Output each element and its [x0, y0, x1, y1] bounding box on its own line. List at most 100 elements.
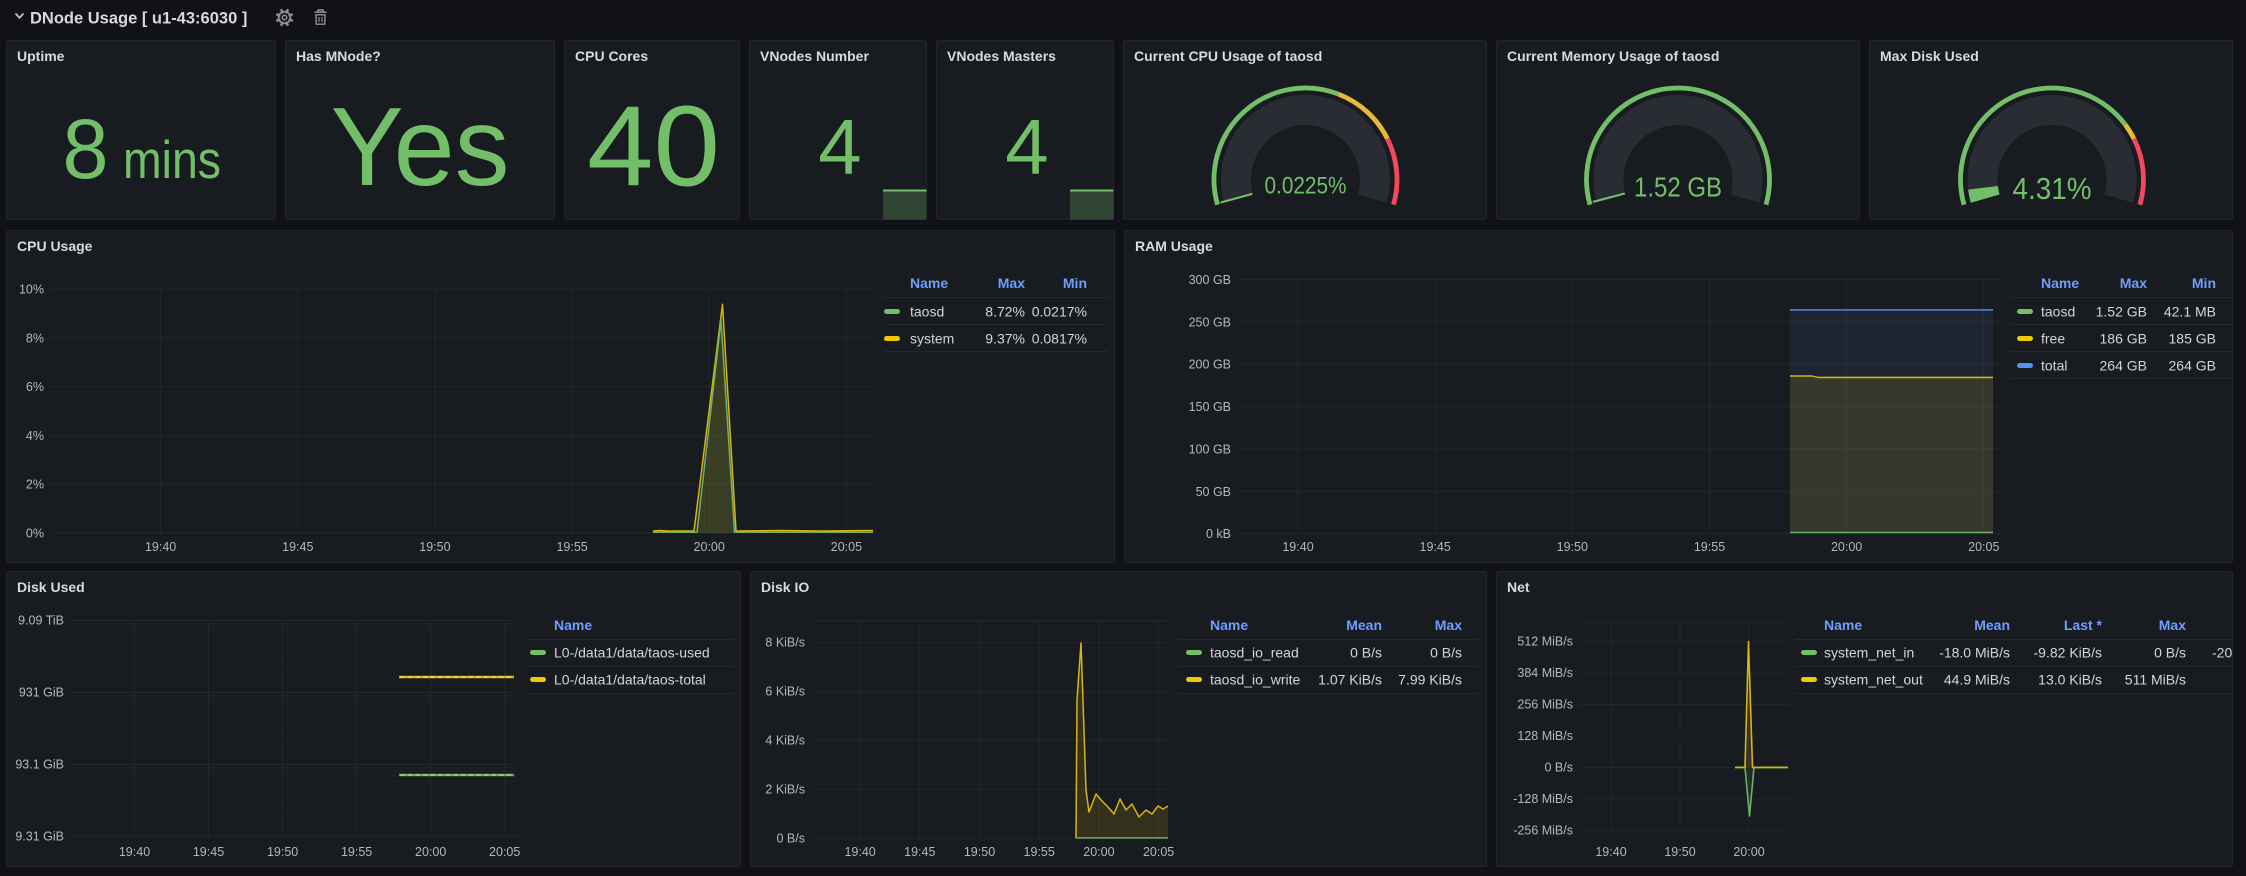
svg-text:100 GB: 100 GB [1189, 442, 1231, 456]
svg-text:4: 4 [818, 103, 861, 191]
svg-text:9.09 TiB: 9.09 TiB [18, 614, 64, 628]
svg-text:system_net_in: system_net_in [1824, 645, 1914, 661]
svg-text:-128 MiB/s: -128 MiB/s [1513, 792, 1573, 806]
svg-text:Max: Max [2120, 275, 2147, 291]
svg-text:0 kB: 0 kB [1206, 527, 1231, 541]
svg-text:taosd: taosd [2041, 304, 2075, 320]
svg-text:264 GB: 264 GB [2100, 358, 2147, 374]
svg-text:128 MiB/s: 128 MiB/s [1517, 729, 1573, 743]
svg-text:0%: 0% [26, 527, 44, 541]
svg-text:50 GB: 50 GB [1196, 485, 1231, 499]
svg-text:20:00: 20:00 [415, 845, 446, 859]
svg-text:Name: Name [910, 275, 948, 291]
svg-text:384 MiB/s: 384 MiB/s [1517, 666, 1573, 680]
svg-text:free: free [2041, 331, 2065, 347]
svg-text:9.37%: 9.37% [985, 331, 1025, 347]
svg-text:system_net_out: system_net_out [1824, 672, 1923, 688]
svg-text:7.99 KiB/s: 7.99 KiB/s [1398, 672, 1462, 688]
svg-text:44.9 MiB/s: 44.9 MiB/s [1944, 672, 2010, 688]
svg-text:Max: Max [998, 275, 1025, 291]
svg-text:19:45: 19:45 [904, 845, 935, 859]
svg-text:19:40: 19:40 [145, 540, 176, 554]
svg-text:0 B/s: 0 B/s [1430, 645, 1462, 661]
svg-text:19:40: 19:40 [119, 845, 150, 859]
svg-text:CPU Cores: CPU Cores [575, 48, 648, 64]
svg-text:RAM Usage: RAM Usage [1135, 238, 1213, 254]
svg-text:0.0217%: 0.0217% [1032, 304, 1087, 320]
svg-text:4 KiB/s: 4 KiB/s [765, 734, 805, 748]
svg-text:20:05: 20:05 [1968, 540, 1999, 554]
svg-text:-256 MiB/s: -256 MiB/s [1513, 823, 1573, 837]
svg-text:150 GB: 150 GB [1189, 400, 1231, 414]
svg-text:system: system [910, 331, 954, 347]
svg-text:Has MNode?: Has MNode? [296, 48, 381, 64]
svg-text:200 GB: 200 GB [1189, 358, 1231, 372]
svg-text:185 GB: 185 GB [2169, 331, 2216, 347]
svg-text:1.07 KiB/s: 1.07 KiB/s [1318, 672, 1382, 688]
svg-text:8: 8 [63, 102, 109, 196]
svg-text:10%: 10% [19, 283, 44, 297]
svg-text:19:55: 19:55 [1694, 540, 1725, 554]
svg-text:19:55: 19:55 [1024, 845, 1055, 859]
svg-text:Min: Min [2192, 275, 2216, 291]
svg-text:DNode Usage [ u1-43:6030 ]: DNode Usage [ u1-43:6030 ] [30, 10, 247, 28]
svg-text:13.0 KiB/s: 13.0 KiB/s [2038, 672, 2102, 688]
svg-text:8%: 8% [26, 331, 44, 345]
svg-text:L0-/data1/data/taos-total: L0-/data1/data/taos-total [554, 672, 706, 688]
svg-text:Yes: Yes [331, 85, 510, 209]
svg-text:0 B/s: 0 B/s [1545, 760, 1574, 774]
svg-text:taosd_io_write: taosd_io_write [1210, 672, 1300, 688]
svg-text:4%: 4% [26, 429, 44, 443]
svg-text:total: total [2041, 358, 2067, 374]
svg-text:511 MiB/s: 511 MiB/s [2125, 672, 2186, 688]
svg-text:20:00: 20:00 [694, 540, 725, 554]
svg-text:Min: Min [1063, 275, 1087, 291]
svg-text:9.31 GiB: 9.31 GiB [15, 830, 64, 844]
svg-text:Last *: Last * [2064, 617, 2103, 633]
svg-text:0.0225%: 0.0225% [1265, 173, 1347, 200]
svg-text:Max: Max [2159, 617, 2186, 633]
svg-text:Mean: Mean [1974, 617, 2010, 633]
svg-text:0 B/s: 0 B/s [777, 831, 806, 845]
svg-text:Name: Name [554, 617, 592, 633]
svg-text:Max: Max [1435, 617, 1462, 633]
svg-text:19:45: 19:45 [1420, 540, 1451, 554]
svg-text:Current CPU Usage of taosd: Current CPU Usage of taosd [1134, 48, 1322, 64]
svg-text:-206 MiB/s: -206 MiB/s [2212, 645, 2246, 661]
svg-text:250 GB: 250 GB [1189, 315, 1231, 329]
svg-text:Uptime: Uptime [17, 48, 65, 64]
svg-text:taosd_io_read: taosd_io_read [1210, 645, 1299, 661]
svg-text:19:50: 19:50 [267, 845, 298, 859]
svg-text:Name: Name [1210, 617, 1248, 633]
svg-text:VNodes Number: VNodes Number [760, 48, 869, 64]
svg-text:19:50: 19:50 [964, 845, 995, 859]
svg-text:19:40: 19:40 [844, 845, 875, 859]
svg-text:20:05: 20:05 [831, 540, 862, 554]
svg-text:1.52 GB: 1.52 GB [2096, 304, 2147, 320]
svg-text:19:40: 19:40 [1595, 845, 1626, 859]
svg-text:20:05: 20:05 [1143, 845, 1174, 859]
svg-text:Max Disk Used: Max Disk Used [1880, 48, 1979, 64]
svg-text:19:50: 19:50 [419, 540, 450, 554]
svg-text:186 GB: 186 GB [2100, 331, 2147, 347]
svg-text:256 MiB/s: 256 MiB/s [1517, 698, 1573, 712]
svg-text:Mean: Mean [1346, 617, 1382, 633]
svg-text:1.52 GB: 1.52 GB [1634, 171, 1722, 202]
svg-text:8.72%: 8.72% [985, 304, 1025, 320]
svg-text:20:00: 20:00 [1083, 845, 1114, 859]
svg-text:taosd: taosd [910, 304, 944, 320]
svg-text:Current Memory Usage of taosd: Current Memory Usage of taosd [1507, 48, 1719, 64]
svg-text:Disk IO: Disk IO [761, 579, 809, 595]
svg-text:0.0817%: 0.0817% [1032, 331, 1087, 347]
svg-text:20:00: 20:00 [1733, 845, 1764, 859]
svg-text:VNodes Masters: VNodes Masters [947, 48, 1056, 64]
svg-text:4: 4 [1005, 103, 1048, 191]
svg-text:6%: 6% [26, 380, 44, 394]
svg-text:42.1 MB: 42.1 MB [2164, 304, 2216, 320]
svg-text:8 KiB/s: 8 KiB/s [765, 636, 805, 650]
svg-text:0 B/s: 0 B/s [1350, 645, 1382, 661]
svg-text:512 MiB/s: 512 MiB/s [1517, 635, 1573, 649]
svg-text:19:55: 19:55 [556, 540, 587, 554]
svg-text:19:40: 19:40 [1282, 540, 1313, 554]
svg-text:mins: mins [123, 131, 221, 190]
